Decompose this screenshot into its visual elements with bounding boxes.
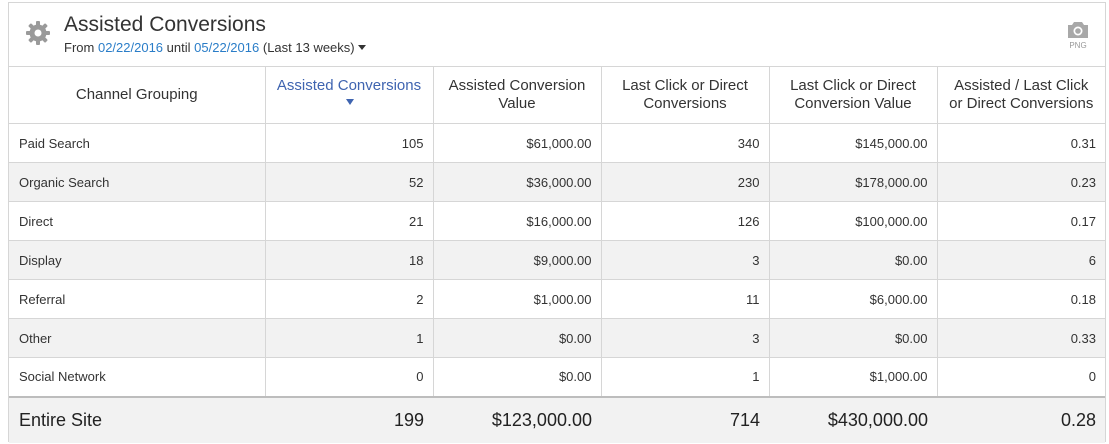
column-header-assisted-conversion-value[interactable]: Assisted Conversion Value	[432, 66, 601, 124]
column-header-last-click-conversions[interactable]: Last Click or Direct Conversions	[600, 66, 769, 124]
assisted-conversions-cell: 2	[264, 279, 433, 319]
camera-icon	[1065, 21, 1091, 39]
table-row: Social Network 0 $0.00 1 $1,000.00 0	[9, 357, 1105, 397]
last-click-value-cell: $0.00	[768, 240, 937, 280]
channel-cell: Other	[9, 318, 265, 358]
ratio-cell: 0.23	[936, 162, 1105, 202]
assisted-value-cell: $9,000.00	[432, 240, 601, 280]
column-header-label: Assisted Conversions	[276, 77, 422, 94]
assisted-conversions-cell: 52	[264, 162, 433, 202]
end-date-link[interactable]: 05/22/2016	[194, 40, 260, 55]
assisted-conversions-cell: 1	[264, 318, 433, 358]
last-click-conversions-cell: 126	[600, 201, 769, 241]
range-label: (Last 13 weeks)	[262, 40, 355, 55]
date-range-selector[interactable]: From 02/22/2016 until 05/22/2016 (Last 1…	[64, 40, 366, 55]
ratio-cell: 6	[936, 240, 1105, 280]
last-click-value-cell: $0.00	[768, 318, 937, 358]
ratio-cell: 0.17	[936, 201, 1105, 241]
export-format-label: PNG	[1069, 41, 1087, 50]
column-header-assisted-conversions[interactable]: Assisted Conversions	[264, 66, 433, 124]
total-last-click-conversions-cell: 714	[601, 395, 769, 443]
assisted-conversions-cell: 105	[264, 123, 433, 163]
last-click-conversions-cell: 340	[600, 123, 769, 163]
assisted-conversions-cell: 18	[264, 240, 433, 280]
widget-title: Assisted Conversions	[64, 13, 266, 36]
assisted-value-cell: $16,000.00	[432, 201, 601, 241]
conversions-table: Channel Grouping Assisted Conversions As…	[9, 66, 1105, 443]
start-date-link[interactable]: 02/22/2016	[97, 40, 164, 55]
date-prefix: From	[64, 40, 95, 55]
total-ratio-cell: 0.28	[937, 395, 1105, 443]
assisted-conversions-cell: 21	[264, 201, 433, 241]
last-click-value-cell: $100,000.00	[768, 201, 937, 241]
assisted-conversions-widget: Assisted Conversions From 02/22/2016 unt…	[8, 2, 1106, 443]
until-word: until	[166, 40, 191, 55]
last-click-conversions-cell: 3	[600, 240, 769, 280]
last-click-conversions-cell: 3	[600, 318, 769, 358]
channel-cell: Social Network	[9, 357, 265, 397]
sort-descending-icon	[345, 99, 354, 105]
ratio-cell: 0	[936, 357, 1105, 397]
widget-header: Assisted Conversions From 02/22/2016 unt…	[9, 3, 1105, 66]
column-header-last-click-conversion-value[interactable]: Last Click or Direct Conversion Value	[768, 66, 937, 124]
last-click-conversions-cell: 1	[600, 357, 769, 397]
last-click-value-cell: $1,000.00	[768, 357, 937, 397]
last-click-value-cell: $6,000.00	[768, 279, 937, 319]
channel-cell: Organic Search	[9, 162, 265, 202]
total-label-cell: Entire Site	[9, 395, 265, 443]
last-click-conversions-cell: 230	[600, 162, 769, 202]
table-row: Organic Search 52 $36,000.00 230 $178,00…	[9, 162, 1105, 202]
channel-cell: Display	[9, 240, 265, 280]
table-row: Referral 2 $1,000.00 11 $6,000.00 0.18	[9, 279, 1105, 319]
column-header-assisted-ratio[interactable]: Assisted / Last Click or Direct Conversi…	[936, 66, 1105, 124]
assisted-value-cell: $1,000.00	[432, 279, 601, 319]
last-click-value-cell: $178,000.00	[768, 162, 937, 202]
last-click-conversions-cell: 11	[600, 279, 769, 319]
last-click-value-cell: $145,000.00	[768, 123, 937, 163]
ratio-cell: 0.33	[936, 318, 1105, 358]
caret-down-icon[interactable]	[357, 45, 366, 50]
table-row: Display 18 $9,000.00 3 $0.00 6	[9, 240, 1105, 280]
table-row: Paid Search 105 $61,000.00 340 $145,000.…	[9, 123, 1105, 163]
table-row: Direct 21 $16,000.00 126 $100,000.00 0.1…	[9, 201, 1105, 241]
total-assisted-value-cell: $123,000.00	[433, 395, 601, 443]
ratio-cell: 0.31	[936, 123, 1105, 163]
assisted-value-cell: $0.00	[432, 318, 601, 358]
assisted-value-cell: $36,000.00	[432, 162, 601, 202]
gear-icon[interactable]	[26, 21, 50, 45]
total-row: Entire Site 199 $123,000.00 714 $430,000…	[9, 395, 1105, 443]
assisted-value-cell: $0.00	[432, 357, 601, 397]
channel-cell: Direct	[9, 201, 265, 241]
total-assisted-conversions-cell: 199	[265, 395, 433, 443]
assisted-value-cell: $61,000.00	[432, 123, 601, 163]
ratio-cell: 0.18	[936, 279, 1105, 319]
channel-cell: Referral	[9, 279, 265, 319]
export-png-button[interactable]: PNG	[1065, 21, 1091, 50]
column-header-channel-grouping[interactable]: Channel Grouping	[9, 66, 265, 124]
table-row: Other 1 $0.00 3 $0.00 0.33	[9, 318, 1105, 358]
total-last-click-value-cell: $430,000.00	[769, 395, 937, 443]
channel-cell: Paid Search	[9, 123, 265, 163]
header-row: Channel Grouping Assisted Conversions As…	[9, 66, 1105, 124]
assisted-conversions-cell: 0	[264, 357, 433, 397]
